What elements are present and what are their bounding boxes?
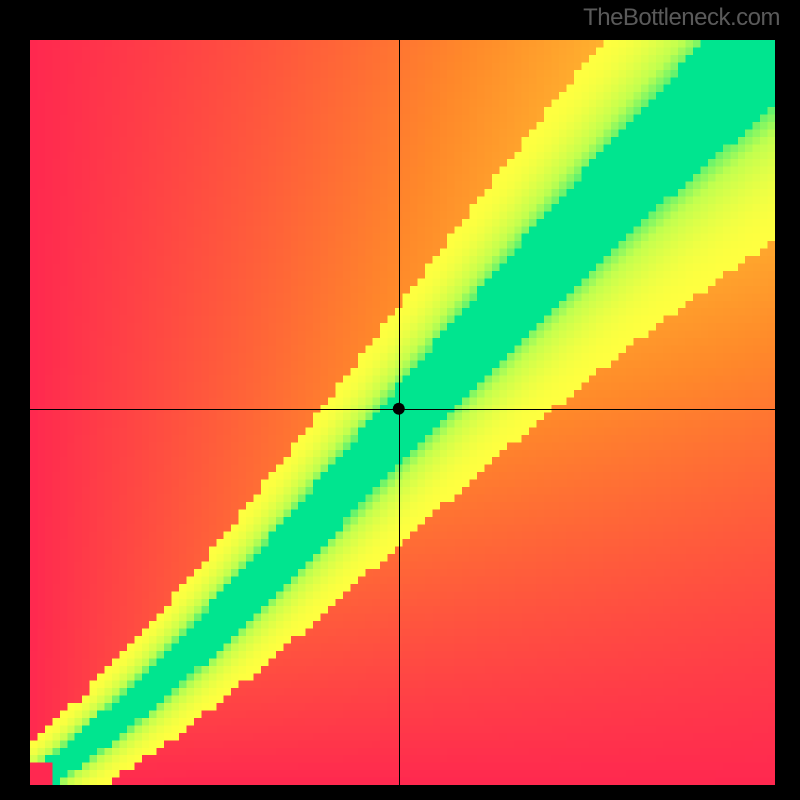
attribution-text: TheBottleneck.com	[583, 4, 780, 32]
heatmap-crosshair	[30, 40, 775, 785]
heatmap-chart	[30, 40, 775, 785]
